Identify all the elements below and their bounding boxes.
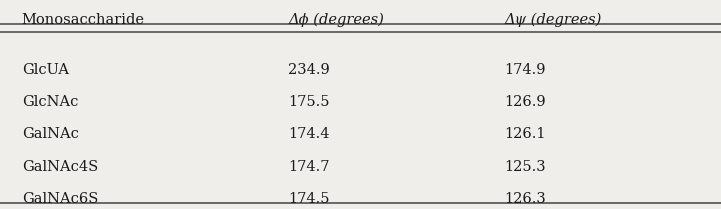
Text: GalNAc4S: GalNAc4S xyxy=(22,160,98,174)
Text: 126.1: 126.1 xyxy=(505,127,547,141)
Text: Δψ (degrees): Δψ (degrees) xyxy=(505,13,602,27)
Text: GlcNAc: GlcNAc xyxy=(22,95,78,109)
Text: 174.9: 174.9 xyxy=(505,63,547,77)
Text: 175.5: 175.5 xyxy=(288,95,330,109)
Text: 174.7: 174.7 xyxy=(288,160,330,174)
Text: 126.3: 126.3 xyxy=(505,192,547,206)
Text: Δϕ (degrees): Δϕ (degrees) xyxy=(288,13,384,27)
Text: 174.4: 174.4 xyxy=(288,127,330,141)
Text: 125.3: 125.3 xyxy=(505,160,547,174)
Text: Monosaccharide: Monosaccharide xyxy=(22,13,145,27)
Text: GlcUA: GlcUA xyxy=(22,63,68,77)
Text: 126.9: 126.9 xyxy=(505,95,547,109)
Text: GalNAc: GalNAc xyxy=(22,127,79,141)
Text: GalNAc6S: GalNAc6S xyxy=(22,192,98,206)
Text: 234.9: 234.9 xyxy=(288,63,330,77)
Text: 174.5: 174.5 xyxy=(288,192,330,206)
